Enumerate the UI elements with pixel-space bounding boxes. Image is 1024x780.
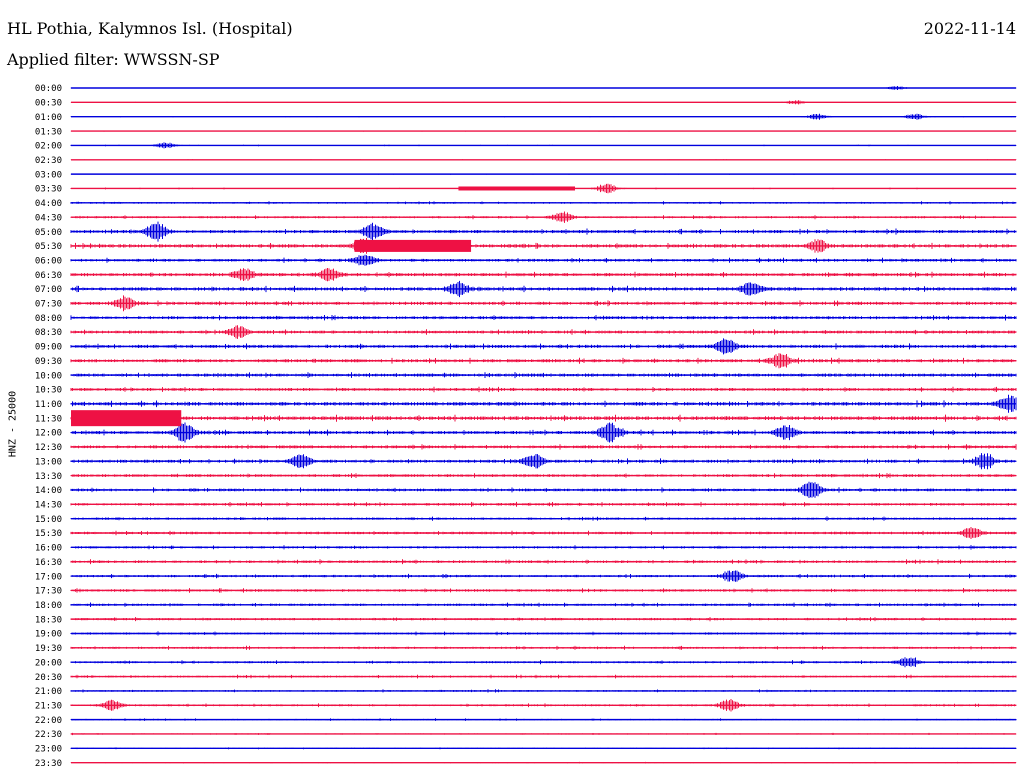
row-time-label: 13:00 [35,457,62,467]
row-time-label: 11:00 [35,400,62,410]
saturated-segment [71,410,182,427]
row-time-label: 21:30 [35,701,62,711]
row-time-label: 18:30 [35,615,62,625]
row-time-label: 12:30 [35,443,62,453]
row-time-label: 19:30 [35,644,62,654]
row-time-label: 02:30 [35,156,62,166]
row-time-label: 12:00 [35,429,62,439]
row-time-label: 09:00 [35,343,62,353]
station-title: HL Pothia, Kalymnos Isl. (Hospital) [7,19,293,38]
filter-label: Applied filter: WWSSN-SP [7,50,220,69]
row-time-label: 16:30 [35,558,62,568]
row-time-label: 22:30 [35,730,62,740]
row-time-label: 14:00 [35,486,62,496]
row-time-label: 10:30 [35,386,62,396]
row-time-label: 23:30 [35,759,62,769]
row-time-label: 07:00 [35,285,62,295]
row-time-label: 21:00 [35,687,62,697]
row-time-label: 06:00 [35,256,62,266]
row-time-label: 01:00 [35,113,62,123]
date-label: 2022-11-14 [923,19,1016,38]
row-time-label: 23:00 [35,745,62,755]
row-time-label: 00:00 [35,84,62,94]
row-time-label: 04:30 [35,213,62,223]
row-time-label: 20:00 [35,658,62,668]
row-time-label: 04:00 [35,199,62,209]
row-time-label: 13:30 [35,472,62,482]
row-time-label: 20:30 [35,673,62,683]
row-time-label: 03:30 [35,185,62,195]
saturated-segment [354,239,472,252]
row-time-label: 02:00 [35,142,62,152]
row-time-label: 14:30 [35,500,62,510]
row-time-label: 08:00 [35,314,62,324]
row-time-label: 08:30 [35,328,62,338]
row-time-label: 01:30 [35,127,62,137]
row-time-label: 07:30 [35,300,62,310]
row-time-label: 09:30 [35,357,62,367]
row-time-label: 05:30 [35,242,62,252]
row-time-label: 17:30 [35,587,62,597]
row-time-label: 17:00 [35,572,62,582]
row-time-label: 18:00 [35,601,62,611]
row-time-label: 05:00 [35,228,62,238]
row-time-label: 16:00 [35,544,62,554]
row-time-label: 10:00 [35,371,62,381]
row-time-label: 06:30 [35,271,62,281]
row-time-label: 15:00 [35,515,62,525]
saturated-segment [458,186,575,191]
row-time-label: 22:00 [35,716,62,726]
row-time-label: 19:00 [35,630,62,640]
row-time-label: 15:30 [35,529,62,539]
row-time-label: 00:30 [35,99,62,109]
row-time-label: 03:00 [35,170,62,180]
row-time-label: 11:30 [35,414,62,424]
